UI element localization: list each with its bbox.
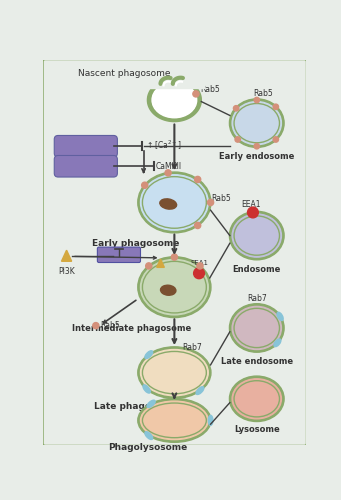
Ellipse shape [140,260,208,315]
Ellipse shape [232,214,281,257]
Text: Phagolysosome: Phagolysosome [108,444,187,452]
Text: EEA1: EEA1 [241,200,261,209]
Ellipse shape [229,212,284,260]
FancyBboxPatch shape [54,136,117,157]
Text: Lysosome: Lysosome [234,425,280,434]
Circle shape [254,144,260,149]
Circle shape [273,104,279,110]
Circle shape [142,182,148,188]
Circle shape [234,106,239,111]
FancyBboxPatch shape [54,156,117,177]
Ellipse shape [138,172,211,233]
Ellipse shape [274,339,281,346]
Circle shape [197,263,203,269]
Text: Endosome: Endosome [233,265,281,274]
Text: PI3K: PI3K [167,261,182,267]
Circle shape [195,176,201,182]
FancyBboxPatch shape [43,59,307,446]
Circle shape [207,200,214,205]
Text: Rab5: Rab5 [253,90,273,98]
Polygon shape [145,77,204,88]
Circle shape [248,207,258,218]
Text: Rab7: Rab7 [248,294,267,303]
Ellipse shape [232,102,281,144]
Ellipse shape [229,376,284,422]
Ellipse shape [160,199,177,209]
Text: Late endosome: Late endosome [221,357,293,366]
Circle shape [273,137,279,142]
Ellipse shape [152,82,197,118]
Ellipse shape [145,432,153,440]
Ellipse shape [140,401,208,440]
Ellipse shape [232,306,281,350]
Text: CaMKII: CaMKII [155,162,181,171]
Text: PI3K: PI3K [58,267,75,276]
Ellipse shape [143,385,150,393]
Text: Intermediate phagosome: Intermediate phagosome [72,324,192,333]
Ellipse shape [229,99,284,148]
Text: Late phagosome: Late phagosome [94,402,178,411]
Circle shape [93,322,99,328]
Circle shape [165,170,171,176]
Ellipse shape [138,398,211,442]
Text: $\uparrow$[Ca$^{2+}$]: $\uparrow$[Ca$^{2+}$] [145,139,182,152]
Polygon shape [147,82,201,122]
Circle shape [193,91,199,97]
Ellipse shape [140,174,208,230]
Text: Nascent phagosome: Nascent phagosome [78,69,170,78]
Text: Rab5: Rab5 [211,194,231,203]
Text: Rab5: Rab5 [200,85,220,94]
Ellipse shape [232,379,281,419]
Text: Man-LAM: Man-LAM [101,250,136,260]
Ellipse shape [161,285,176,296]
Circle shape [254,98,260,102]
Circle shape [146,263,152,269]
Text: EEA1: EEA1 [190,260,208,266]
Text: Early phagosome: Early phagosome [92,240,180,248]
Circle shape [194,268,204,278]
Ellipse shape [140,350,208,396]
Ellipse shape [147,400,155,407]
Ellipse shape [138,347,211,399]
Polygon shape [61,250,72,262]
Text: Rab7: Rab7 [182,344,202,352]
Polygon shape [157,259,164,268]
Ellipse shape [196,386,204,394]
Ellipse shape [208,416,213,426]
Circle shape [171,254,177,260]
Text: M. tuberculosis: M. tuberculosis [60,164,111,170]
Ellipse shape [138,256,211,318]
Ellipse shape [277,312,283,320]
Circle shape [235,137,240,142]
Ellipse shape [145,351,153,358]
Text: Early endosome: Early endosome [219,152,295,162]
Text: Rab5: Rab5 [101,321,120,330]
FancyBboxPatch shape [98,247,140,262]
Circle shape [195,222,201,228]
Text: M. tuberculosis: M. tuberculosis [60,143,111,149]
Ellipse shape [229,304,284,352]
